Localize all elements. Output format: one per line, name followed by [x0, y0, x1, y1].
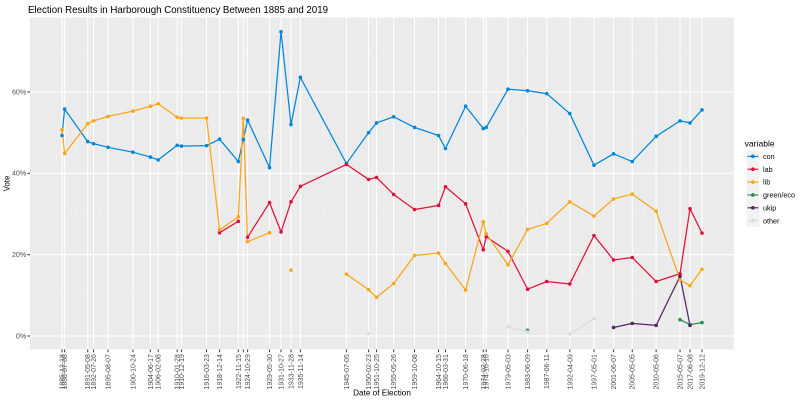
- svg-text:60%: 60%: [12, 88, 27, 96]
- svg-text:40%: 40%: [12, 170, 27, 178]
- svg-text:1892-07-26: 1892-07-26: [91, 354, 98, 389]
- svg-text:1964-10-15: 1964-10-15: [436, 354, 443, 389]
- svg-text:1900-10-24: 1900-10-24: [130, 354, 137, 389]
- svg-text:lib: lib: [763, 178, 770, 187]
- svg-text:2010-05-06: 2010-05-06: [654, 354, 661, 389]
- svg-text:1983-06-09: 1983-06-09: [525, 354, 532, 389]
- svg-text:2017-06-08: 2017-06-08: [688, 354, 695, 389]
- svg-text:con: con: [763, 152, 775, 161]
- svg-text:1910-01-28: 1910-01-28: [175, 354, 182, 389]
- svg-text:20%: 20%: [12, 251, 27, 259]
- svg-text:other: other: [763, 216, 780, 225]
- svg-text:1933-11-28: 1933-11-28: [289, 354, 296, 389]
- svg-text:1924-10-29: 1924-10-29: [245, 354, 252, 389]
- svg-text:2005-05-05: 2005-05-05: [630, 354, 637, 389]
- svg-text:1966-03-31: 1966-03-31: [443, 354, 450, 389]
- svg-text:1895-08-07: 1895-08-07: [106, 354, 113, 389]
- svg-text:1997-05-01: 1997-05-01: [591, 354, 598, 389]
- svg-text:1922-11-15: 1922-11-15: [236, 354, 243, 389]
- svg-text:1945-07-05: 1945-07-05: [344, 354, 351, 389]
- svg-text:1904-06-17: 1904-06-17: [148, 354, 155, 389]
- svg-text:1974-10-10: 1974-10-10: [484, 354, 491, 389]
- svg-text:Vote: Vote: [2, 176, 11, 192]
- svg-text:1950-02-23: 1950-02-23: [366, 354, 373, 389]
- svg-text:ukip: ukip: [763, 203, 776, 212]
- svg-text:1979-05-03: 1979-05-03: [506, 354, 513, 389]
- svg-text:2019-12-12: 2019-12-12: [700, 354, 707, 389]
- svg-text:2001-06-07: 2001-06-07: [611, 354, 618, 389]
- svg-text:1929-05-30: 1929-05-30: [267, 354, 274, 389]
- svg-text:lab: lab: [763, 165, 773, 174]
- svg-text:Date of Election: Date of Election: [353, 388, 411, 397]
- svg-text:1885-12-18: 1885-12-18: [60, 354, 67, 389]
- svg-text:1918-12-14: 1918-12-14: [217, 354, 224, 389]
- svg-text:1891-05-08: 1891-05-08: [85, 354, 92, 389]
- svg-text:1886-07-08: 1886-07-08: [62, 354, 69, 389]
- svg-text:1970-06-18: 1970-06-18: [463, 354, 470, 389]
- svg-text:1910-12-19: 1910-12-19: [179, 354, 186, 389]
- svg-text:1951-10-25: 1951-10-25: [374, 354, 381, 389]
- svg-text:2015-05-07: 2015-05-07: [678, 354, 685, 389]
- svg-text:green/eco: green/eco: [763, 191, 795, 200]
- svg-text:1992-04-09: 1992-04-09: [567, 354, 574, 389]
- svg-text:0%: 0%: [16, 332, 27, 340]
- svg-text:1931-10-27: 1931-10-27: [279, 354, 286, 389]
- svg-text:variable: variable: [745, 138, 775, 148]
- svg-text:1959-10-08: 1959-10-08: [412, 354, 419, 389]
- svg-text:1916-03-23: 1916-03-23: [204, 354, 211, 389]
- svg-text:1955-05-26: 1955-05-26: [391, 354, 398, 389]
- svg-text:1974-02-28: 1974-02-28: [481, 354, 488, 389]
- svg-text:1935-11-14: 1935-11-14: [298, 354, 305, 389]
- svg-text:1906-02-08: 1906-02-08: [156, 354, 163, 389]
- svg-text:Election Results in Harborough: Election Results in Harborough Constitue…: [28, 5, 328, 16]
- svg-text:1987-06-11: 1987-06-11: [544, 354, 551, 389]
